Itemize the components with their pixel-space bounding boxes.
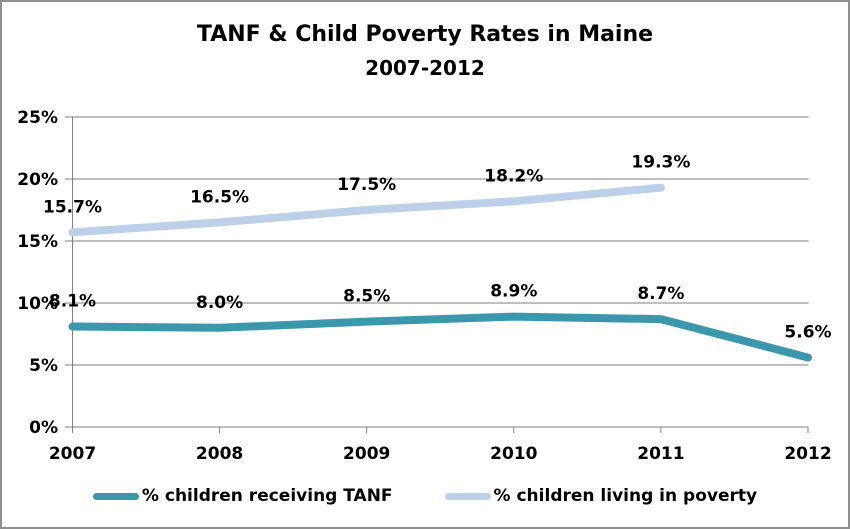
x-axis-tick-label: 2008	[196, 444, 243, 464]
y-axis-tick-label: 20%	[17, 170, 58, 190]
data-label: 15.7%	[43, 197, 102, 217]
x-axis-tick-label: 2010	[490, 444, 537, 464]
x-axis-tick-label: 2012	[784, 444, 831, 464]
chart-title: TANF & Child Poverty Rates in Maine	[196, 22, 654, 47]
legend-item-tanf: % children receiving TANF	[92, 486, 393, 506]
x-axis-tick-label: 2011	[637, 444, 684, 464]
chart-subtitle: 2007-2012	[365, 56, 485, 80]
y-axis-tick-label: 10%	[17, 294, 58, 314]
data-label: 8.1%	[49, 292, 96, 312]
legend-item-poverty: % children living in poverty	[444, 486, 758, 506]
x-axis-tick-label: 2007	[49, 444, 96, 464]
tanf-line-swatch	[92, 492, 139, 500]
legend: % children receiving TANF % children liv…	[2, 486, 848, 506]
data-label: 5.6%	[784, 323, 831, 343]
y-axis-tick-label: 0%	[29, 418, 58, 438]
y-axis-tick-label: 15%	[17, 232, 58, 252]
y-axis-tick-label: 5%	[29, 356, 58, 376]
data-label: 18.2%	[484, 166, 543, 186]
data-label: 8.0%	[196, 293, 243, 313]
legend-label-tanf: % children receiving TANF	[141, 486, 393, 506]
chart-canvas: 0% 5% 10% 15% 20% 25% 2007 2008 2009 2010 2011 2012…	[17, 108, 831, 464]
series-line-tanf	[68, 312, 812, 362]
data-label: 8.7%	[637, 284, 684, 304]
x-axis-tick-label: 2009	[343, 444, 390, 464]
data-label: 8.5%	[343, 287, 390, 307]
poverty-line-swatch	[444, 492, 491, 500]
data-label: 17.5%	[337, 175, 396, 195]
y-axis-tick-label: 25%	[17, 108, 58, 128]
data-label: 19.3%	[631, 153, 690, 173]
data-label: 8.9%	[490, 282, 537, 302]
legend-label-poverty: % children living in poverty	[493, 486, 758, 506]
series-line-poverty	[68, 183, 665, 237]
data-label: 16.5%	[190, 187, 249, 207]
